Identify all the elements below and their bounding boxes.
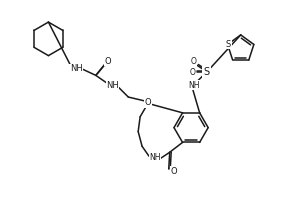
Text: S: S bbox=[203, 67, 209, 77]
Text: O: O bbox=[190, 57, 196, 66]
Text: O: O bbox=[145, 98, 151, 107]
Text: NH: NH bbox=[70, 64, 83, 73]
Text: O: O bbox=[190, 68, 195, 77]
Text: S: S bbox=[226, 40, 231, 49]
Text: NH: NH bbox=[189, 81, 200, 90]
Text: O: O bbox=[104, 57, 111, 66]
Text: NH: NH bbox=[106, 81, 119, 90]
Text: NH: NH bbox=[149, 153, 161, 162]
Text: O: O bbox=[170, 166, 177, 176]
